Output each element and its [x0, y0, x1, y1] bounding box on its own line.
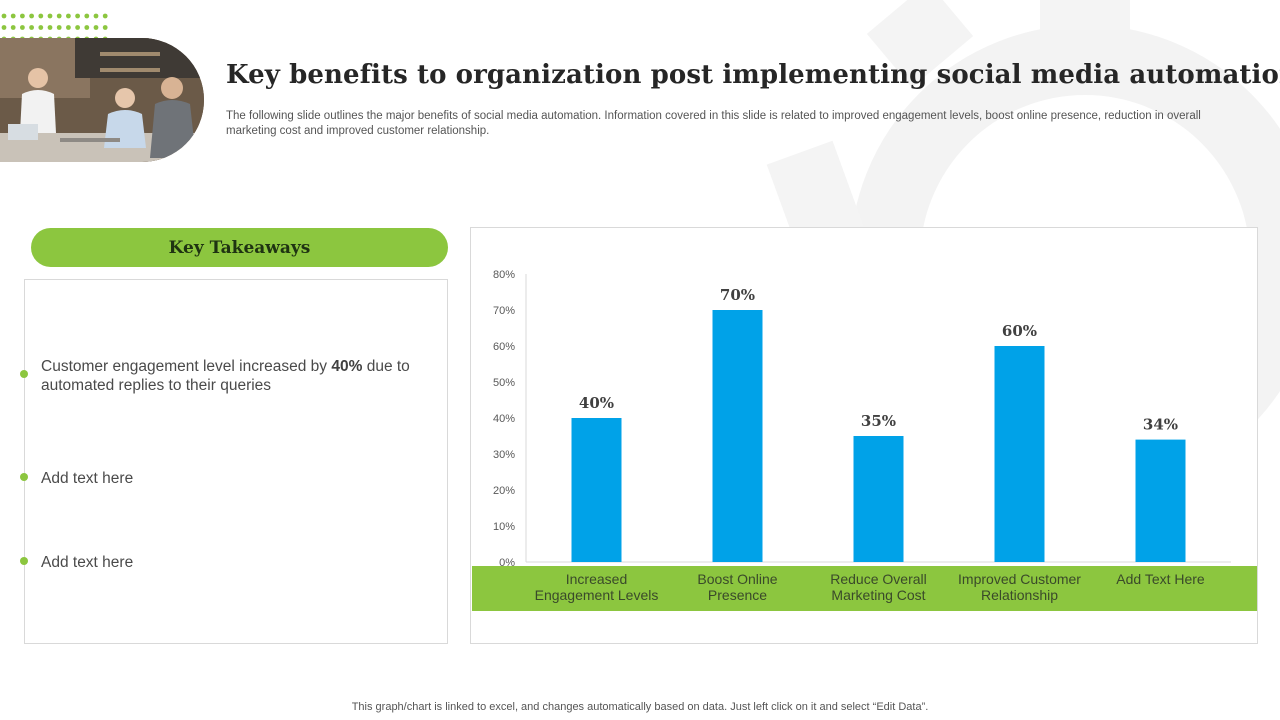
chart-panel[interactable]: 0% 10% 20% 30% 40% 50% 60% 70% 80% 40% Increased En… [470, 227, 1258, 644]
category-band [472, 566, 1257, 611]
x-tick-label: Engagement Levels [535, 587, 659, 603]
y-tick-label: 80% [493, 269, 515, 281]
x-tick-label: Marketing Cost [831, 587, 925, 603]
slide-subtitle: The following slide outlines the major b… [226, 110, 1201, 137]
pattern-dot [29, 25, 34, 30]
bar [571, 418, 622, 562]
y-tick-label: 50% [493, 377, 515, 389]
x-tick-label: Presence [708, 587, 767, 603]
bar [853, 436, 904, 562]
x-tick-label: Improved Customer [958, 571, 1081, 587]
pattern-dot [1, 25, 7, 30]
pattern-dot [10, 25, 16, 30]
takeaway-item-1: Customer engagement level increased by 4… [41, 357, 436, 395]
pattern-dot [38, 25, 44, 30]
bar-chart[interactable]: 0%10%20%30%40%50%60%70%80%40%IncreasedEn… [471, 228, 1257, 643]
pattern-dot [29, 13, 34, 19]
pattern-dot [47, 25, 53, 30]
pattern-dot [10, 13, 16, 19]
y-tick-label: 40% [493, 413, 515, 425]
bullet-dot-2 [20, 473, 28, 481]
bar [1135, 439, 1186, 562]
y-tick-label: 30% [493, 449, 515, 461]
takeaway-item-1-before: Customer engagement level increased by [41, 358, 332, 375]
y-tick-label: 70% [493, 305, 515, 317]
x-tick-label: Boost Online [697, 571, 777, 587]
x-tick-label: Relationship [981, 587, 1058, 603]
bullet-dot-1 [20, 370, 28, 378]
data-label: 40% [579, 394, 614, 412]
pattern-dot [75, 25, 80, 30]
data-label: 60% [1002, 322, 1037, 340]
data-label: 70% [720, 286, 755, 304]
data-label: 35% [861, 412, 896, 430]
pattern-dot [20, 13, 25, 19]
footnote: This graph/chart is linked to excel, and… [351, 701, 929, 713]
pattern-dot [102, 25, 108, 30]
pattern-dot [66, 13, 71, 19]
y-tick-label: 60% [493, 341, 515, 353]
slide-title: Key benefits to organization post implem… [226, 60, 1280, 90]
pattern-dot [84, 13, 90, 19]
y-tick-label: 10% [493, 521, 515, 533]
key-takeaways-box: Customer engagement level increased by 4… [24, 279, 448, 644]
pattern-dot [47, 13, 53, 19]
pattern-dot [93, 13, 99, 19]
takeaway-item-3: Add text here [41, 554, 134, 571]
takeaway-item-1-highlight: 40% [331, 358, 363, 375]
pattern-dot [1, 13, 7, 19]
team-photo [0, 38, 204, 162]
pattern-dot [38, 13, 44, 19]
x-tick-label: Add Text Here [1116, 571, 1205, 587]
bullet-dot-3 [20, 557, 28, 565]
pattern-dot [20, 25, 25, 30]
bar [994, 346, 1045, 562]
data-label: 34% [1143, 416, 1178, 434]
pattern-dot [56, 13, 62, 19]
pattern-dot [56, 25, 62, 30]
takeaway-item-2: Add text here [41, 470, 134, 487]
x-tick-label: Increased [566, 571, 627, 587]
bar [712, 310, 763, 562]
takeaway-item-1-after: due to automated replies to their querie… [41, 358, 410, 394]
pattern-dot [75, 13, 80, 19]
pattern-dot [66, 25, 71, 30]
pattern-dot [84, 25, 90, 30]
key-takeaways-header: Key Takeaways [31, 228, 448, 267]
pattern-dot [102, 13, 108, 19]
y-tick-label: 20% [493, 485, 515, 497]
pattern-dot [93, 25, 99, 30]
x-tick-label: Reduce Overall [830, 571, 927, 587]
